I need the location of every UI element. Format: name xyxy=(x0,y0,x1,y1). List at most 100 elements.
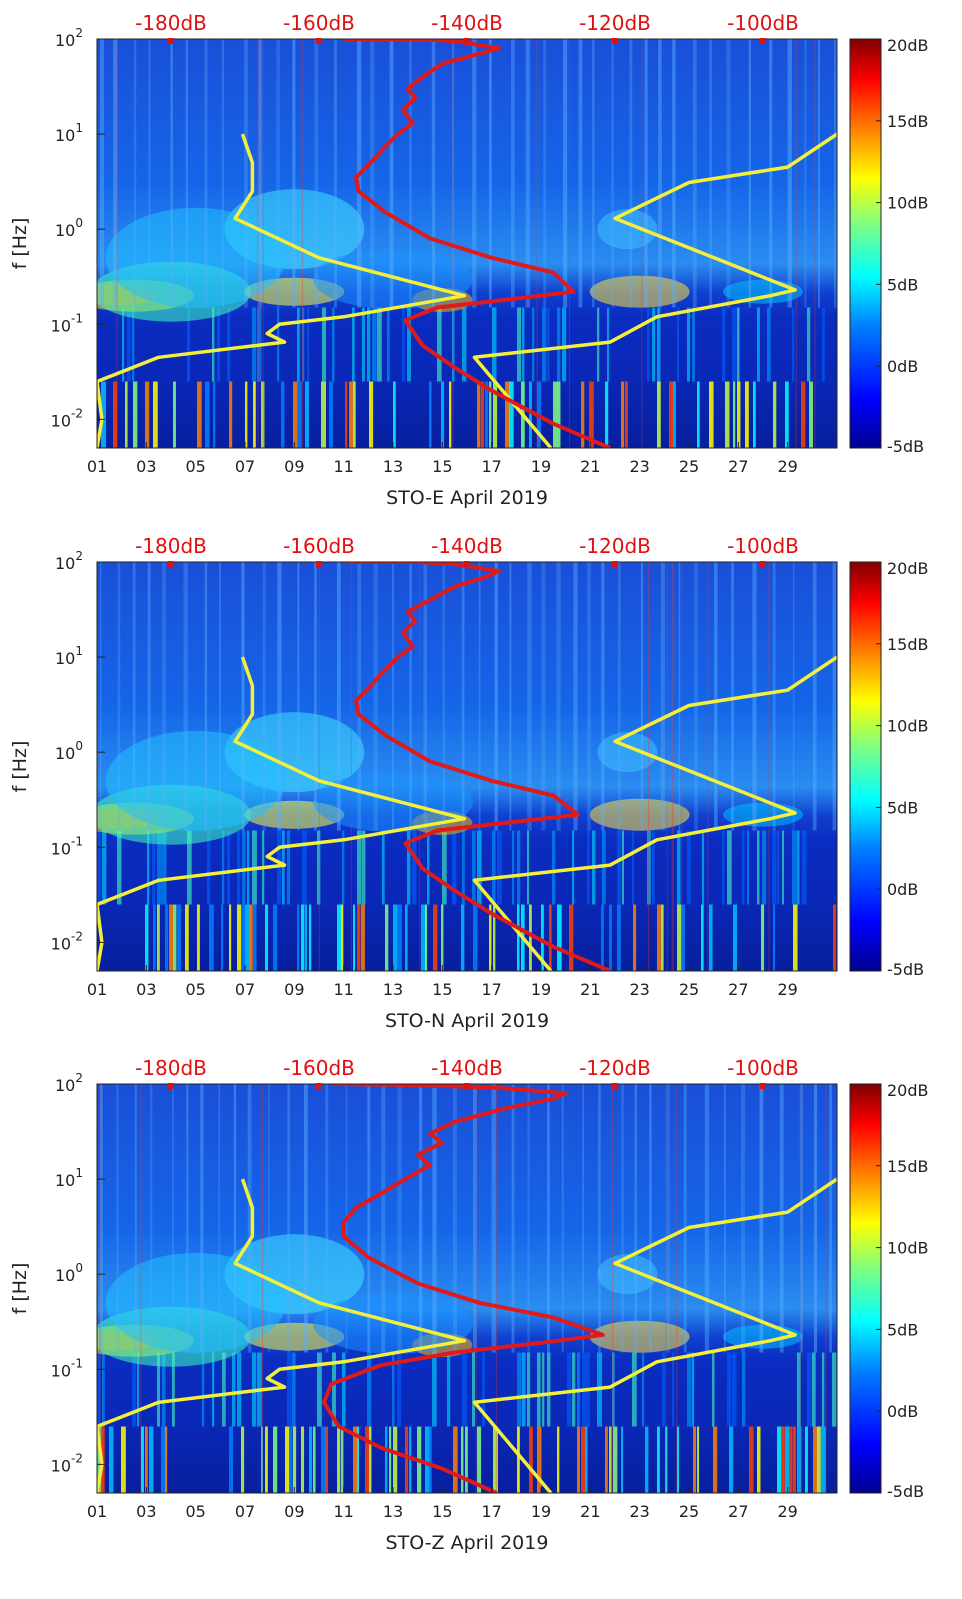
y-tick-label: 102 xyxy=(55,26,83,50)
streak xyxy=(525,39,531,308)
yellow-model-high xyxy=(472,132,837,448)
mid-stripe xyxy=(562,307,567,382)
colorbar-tick-label: 20dB xyxy=(887,559,929,578)
streak xyxy=(478,562,481,831)
colorbar-tick-label: -5dB xyxy=(887,1482,924,1501)
lf-stripe xyxy=(353,381,356,448)
streak xyxy=(262,562,266,831)
lf-stripe xyxy=(97,1426,102,1493)
colorbar-tick-label: 15dB xyxy=(887,112,929,131)
top-tick-mark xyxy=(316,1083,322,1089)
lf-stripe xyxy=(157,904,160,971)
lf-stripe xyxy=(485,381,489,448)
streak xyxy=(391,562,394,831)
energy-blob xyxy=(597,209,658,250)
streak xyxy=(511,1084,515,1353)
mid-stripe xyxy=(732,1352,737,1427)
lf-stripe xyxy=(293,1426,297,1493)
lf-stripe xyxy=(173,904,177,971)
x-tick-label: 13 xyxy=(383,980,403,999)
mid-stripe xyxy=(292,1352,296,1427)
top-axis-label: -160dB xyxy=(283,534,355,558)
top-tick-mark xyxy=(612,1083,618,1089)
lf-stripe xyxy=(589,381,594,448)
streak xyxy=(473,1084,477,1353)
streak xyxy=(244,39,248,308)
lf-stripe xyxy=(273,904,278,971)
lf-stripe xyxy=(229,904,232,971)
lf-stripe xyxy=(449,381,452,448)
y-tick-label: 100 xyxy=(55,216,83,240)
lf-stripe xyxy=(477,1426,482,1493)
lf-stripe xyxy=(781,1426,785,1493)
mid-stripe xyxy=(242,830,246,905)
x-tick-label: 07 xyxy=(235,980,255,999)
colorbar-tick-label: 5dB xyxy=(887,1320,918,1339)
x-tick-label: 15 xyxy=(432,457,452,476)
lf-stripe xyxy=(605,1426,608,1493)
lf-stripe xyxy=(489,381,492,448)
lf-stripe xyxy=(101,381,106,448)
spike xyxy=(641,39,643,448)
mid-stripe xyxy=(482,1352,486,1427)
mid-stripe xyxy=(102,1352,105,1427)
mid-stripe xyxy=(162,830,167,905)
streak xyxy=(325,1084,329,1353)
mid-stripe xyxy=(737,307,740,382)
streak xyxy=(726,39,731,308)
lf-stripe xyxy=(305,904,308,971)
lf-stripe xyxy=(793,904,798,971)
spectrogram-panel-3: 01 03 05 07 09 11 13 15 17 19 21 23 25 27 29 STO-Z Apri… xyxy=(9,1056,929,1554)
x-tick-label: 27 xyxy=(728,457,748,476)
colorbar-tick-label: 20dB xyxy=(887,1081,929,1100)
mid-stripe xyxy=(387,307,390,382)
lf-stripe xyxy=(197,904,200,971)
spike xyxy=(350,562,352,971)
mid-stripe xyxy=(437,307,442,382)
streak xyxy=(578,39,583,308)
streak xyxy=(621,1084,625,1353)
streak xyxy=(218,1084,221,1353)
mid-stripe xyxy=(527,1352,531,1427)
lf-stripe xyxy=(205,381,210,448)
mid-stripe xyxy=(97,830,101,905)
lf-stripe xyxy=(801,381,806,448)
streak xyxy=(660,562,665,831)
colorbar-tick-label: 5dB xyxy=(887,275,918,294)
mid-stripe xyxy=(372,307,377,382)
spike xyxy=(140,1084,142,1493)
lf-stripe xyxy=(805,1426,808,1493)
spike xyxy=(768,562,770,971)
mid-stripe xyxy=(657,307,661,382)
mid-stripe xyxy=(282,830,285,905)
lf-stripe xyxy=(549,904,552,971)
x-tick-label: 03 xyxy=(136,980,156,999)
lf-stripe xyxy=(297,381,302,448)
mid-stripe xyxy=(317,830,321,905)
lf-stripe xyxy=(393,381,396,448)
lf-stripe xyxy=(773,904,776,971)
streak xyxy=(303,1084,308,1353)
yellow-model-low xyxy=(97,656,467,971)
mid-stripe xyxy=(222,1352,226,1427)
mid-stripe xyxy=(452,307,455,382)
lf-stripe xyxy=(385,904,389,971)
lf-stripe xyxy=(169,904,174,971)
x-tick-label: 21 xyxy=(580,457,600,476)
mid-stripe xyxy=(692,1352,695,1427)
mid-stripe xyxy=(542,307,547,382)
streak xyxy=(381,1084,386,1353)
streak xyxy=(389,39,394,308)
spike xyxy=(318,562,320,971)
lf-stripe xyxy=(253,381,256,448)
y-tick-label: 100 xyxy=(55,1261,83,1285)
lf-stripe xyxy=(757,1426,761,1493)
lf-stripe xyxy=(421,904,426,971)
mid-stripe xyxy=(712,1352,715,1427)
x-tick-label: 13 xyxy=(383,457,403,476)
mid-stripe xyxy=(612,1352,615,1427)
mid-stripe xyxy=(117,830,122,905)
x-tick-label: 29 xyxy=(777,457,797,476)
x-tick-label: 17 xyxy=(481,980,501,999)
streak xyxy=(247,1084,252,1353)
